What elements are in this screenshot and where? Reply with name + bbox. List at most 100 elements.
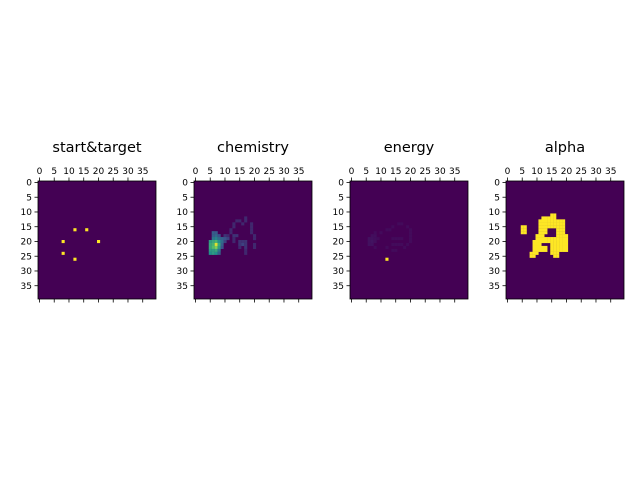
panel-2-title: chemistry <box>217 140 289 156</box>
y-tick-label: 10 <box>21 208 33 218</box>
x-tick-label: 30 <box>590 167 602 177</box>
heatmap-cell <box>241 222 245 226</box>
heatmap-cell <box>373 231 377 235</box>
heatmap-cell <box>211 240 215 244</box>
heatmap-cell <box>520 231 524 235</box>
heatmap-cell <box>556 231 560 235</box>
heatmap-cell <box>388 228 392 232</box>
heatmap-cell <box>538 228 542 232</box>
heatmap-cell <box>400 237 404 241</box>
x-tick-label: 0 <box>193 167 199 177</box>
x-tick-label: 5 <box>519 167 525 177</box>
heatmap-cell <box>397 242 401 247</box>
heatmap-cell <box>376 237 380 241</box>
heatmap-cell <box>232 234 236 238</box>
heatmap-cell <box>211 248 215 252</box>
x-tick-label: 10 <box>63 167 75 177</box>
y-tick-label: 10 <box>333 208 345 218</box>
heatmap-cell <box>550 242 554 247</box>
heatmap-cell <box>562 225 566 229</box>
heatmap-cell <box>385 228 389 232</box>
y-tick-label: 20 <box>489 238 501 248</box>
heatmap-cell <box>550 245 554 249</box>
heatmap-cell <box>532 240 536 244</box>
heatmap-cell <box>556 242 560 247</box>
heatmap-cell <box>532 245 536 249</box>
heatmap-cell <box>550 248 554 252</box>
y-tick-label: 10 <box>489 208 501 218</box>
heatmap-cell <box>544 228 548 232</box>
heatmap-cell <box>241 242 245 247</box>
y-tick-label: 0 <box>338 179 344 189</box>
heatmap-cell <box>565 234 569 238</box>
heatmap-cell <box>556 225 560 229</box>
heatmap-cell <box>211 231 215 235</box>
heatmap-cell <box>217 240 221 244</box>
heatmap-cell <box>553 225 557 229</box>
panel-1-frame <box>37 180 157 300</box>
heatmap-cell <box>409 240 413 244</box>
heatmap-cell <box>538 240 542 244</box>
x-tick-label: 15 <box>546 167 557 177</box>
heatmap-cell <box>367 242 371 247</box>
y-tick-label: 0 <box>494 179 500 189</box>
heatmap-cell <box>538 242 542 247</box>
heatmap-cell <box>220 240 224 244</box>
heatmap-cell <box>367 237 371 241</box>
y-tick-label: 10 <box>177 208 189 218</box>
heatmap-cell <box>220 242 224 247</box>
heatmap-cell <box>250 222 254 226</box>
heatmap-cell <box>253 234 257 238</box>
heatmap-cell <box>61 240 65 244</box>
y-tick-label: 30 <box>489 267 501 277</box>
heatmap-cell <box>538 219 542 223</box>
heatmap-cell <box>214 240 218 244</box>
heatmap-cell <box>367 240 371 244</box>
heatmap-cell <box>553 219 557 223</box>
heatmap-cell <box>217 245 221 249</box>
x-tick-label: 10 <box>531 167 543 177</box>
heatmap-cell <box>562 228 566 232</box>
heatmap-cell <box>559 248 563 252</box>
x-tick-label: 35 <box>605 167 616 177</box>
heatmap-cell <box>532 242 536 247</box>
heatmap-cell <box>214 231 218 235</box>
heatmap-cell <box>223 240 227 244</box>
heatmap-cell <box>544 222 548 226</box>
heatmap-cell <box>409 237 413 241</box>
heatmap-cell <box>214 245 218 249</box>
x-tick-label: 15 <box>390 167 401 177</box>
panel-1-title: start&target <box>52 140 141 156</box>
heatmap-cell <box>250 228 254 232</box>
x-tick-label: 30 <box>434 167 446 177</box>
heatmap-cell <box>559 245 563 249</box>
panel-2-frame <box>193 180 313 300</box>
heatmap-cell <box>232 222 236 226</box>
heatmap-cell <box>409 231 413 235</box>
heatmap-cell <box>217 251 221 255</box>
heatmap-cell <box>541 245 545 249</box>
y-tick-label: 25 <box>489 252 500 262</box>
heatmap-cell <box>523 228 527 232</box>
heatmap-cell <box>535 234 539 238</box>
y-tick-label: 20 <box>177 238 189 248</box>
heatmap-cell <box>553 248 557 252</box>
heatmap-cell <box>559 225 563 229</box>
heatmap-cell <box>544 248 548 252</box>
heatmap-cell <box>250 225 254 229</box>
heatmap-cell <box>217 248 221 252</box>
x-tick-label: 0 <box>349 167 355 177</box>
heatmap-cell <box>553 222 557 226</box>
heatmap-cell <box>553 213 557 217</box>
heatmap-cell <box>547 240 551 244</box>
heatmap-cell <box>238 242 242 247</box>
heatmap-cell <box>244 245 248 249</box>
heatmap-cell <box>232 225 236 229</box>
y-tick-label: 30 <box>333 267 345 277</box>
y-tick-label: 20 <box>21 238 33 248</box>
heatmap-cell <box>214 234 218 238</box>
heatmap-cell <box>85 228 89 232</box>
heatmap-cell <box>391 248 395 252</box>
heatmap-cell <box>217 242 221 247</box>
